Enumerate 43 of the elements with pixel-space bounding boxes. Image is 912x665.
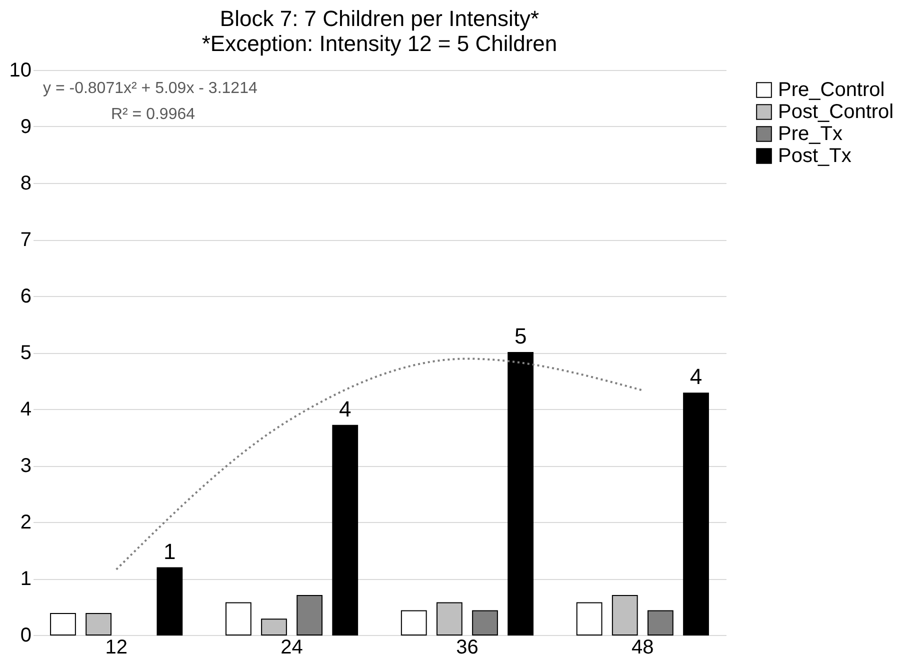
chart-subtitle: *Exception: Intensity 12 = 5 Children — [202, 31, 558, 56]
annotation: R² = 0.9964 — [110, 106, 196, 123]
x-tick-label: 36 — [456, 636, 478, 658]
bar — [683, 392, 709, 636]
x-tick-label: 12 — [105, 636, 128, 658]
legend-label: Post_Control — [778, 101, 894, 123]
y-tick-label: 9 — [20, 116, 32, 138]
bar — [86, 613, 112, 636]
data-label: 5 — [514, 324, 527, 348]
legend-label: Post_Tx — [778, 145, 852, 167]
bar — [612, 594, 638, 636]
bar — [436, 602, 462, 636]
bar — [508, 352, 534, 636]
bar — [261, 618, 287, 636]
bar — [648, 610, 674, 636]
annotation: y = -0.8071x² + 5.09x - 3.1214 — [43, 80, 258, 97]
y-tick-label: 3 — [20, 455, 32, 477]
line-series — [115, 358, 644, 570]
legend-label: Pre_Tx — [778, 123, 842, 145]
bar — [400, 610, 427, 636]
y-tick-label: 2 — [20, 512, 32, 534]
x-tick-label: 48 — [632, 636, 654, 658]
bar — [576, 602, 602, 636]
y-tick-label: 1 — [20, 568, 32, 590]
bar — [472, 610, 498, 636]
x-tick-label: 24 — [280, 636, 303, 658]
bar — [225, 602, 252, 636]
y-tick-label: 7 — [20, 229, 32, 251]
data-label: 1 — [164, 538, 176, 564]
chart-title: Block 7: 7 Children per Intensity* — [220, 6, 540, 31]
data-label: 4 — [690, 364, 702, 390]
y-tick-label: 10 — [9, 60, 32, 82]
bar — [296, 594, 323, 636]
y-tick-label: 4 — [20, 398, 32, 420]
y-tick-label: 8 — [20, 172, 32, 194]
bar — [156, 567, 183, 636]
y-tick-label: 6 — [20, 286, 32, 308]
data-label: 4 — [339, 396, 352, 422]
legend-label: Pre_Control — [778, 79, 885, 101]
bar — [332, 424, 358, 636]
y-tick-label: 0 — [20, 624, 32, 646]
bar — [50, 613, 76, 636]
y-tick-label: 5 — [20, 342, 32, 364]
